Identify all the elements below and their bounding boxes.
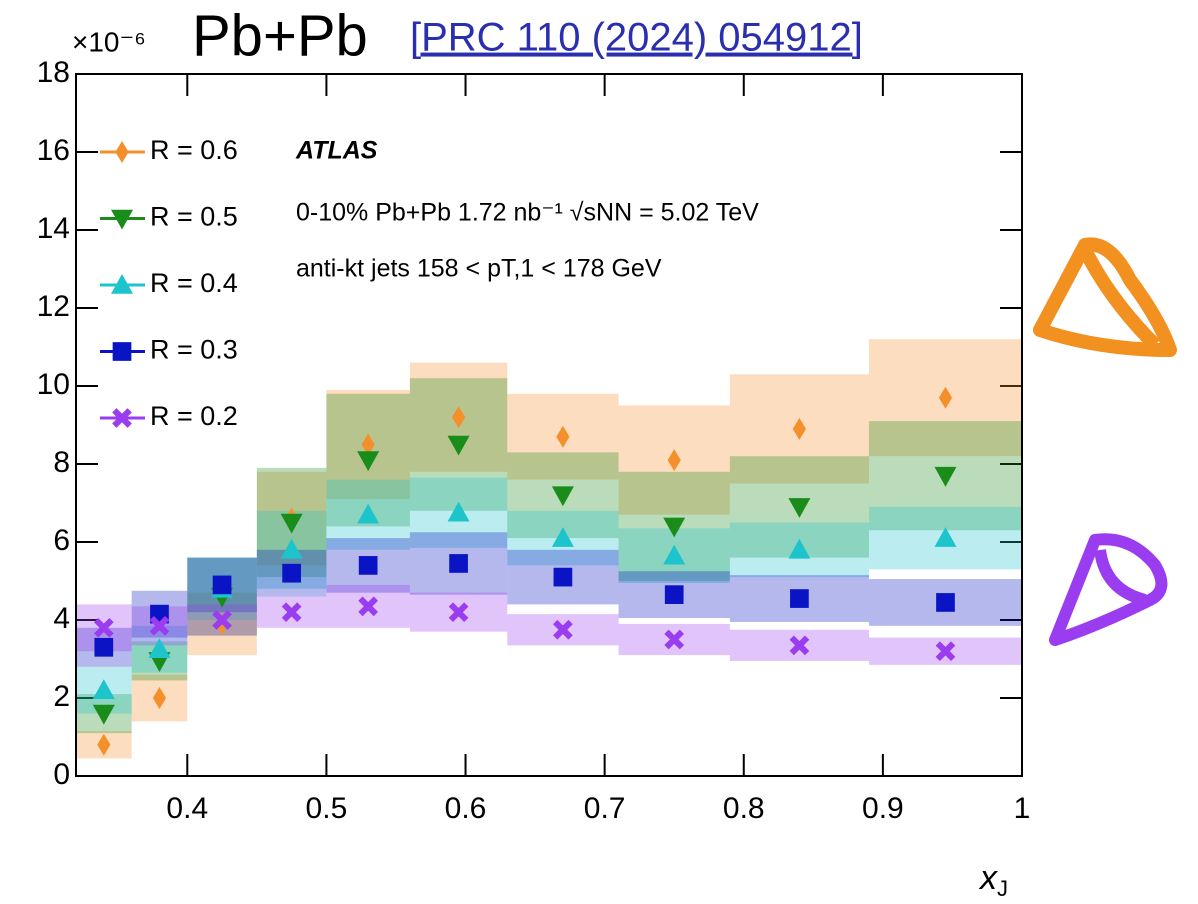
x-tick-label: 0.9 (862, 792, 904, 825)
y-tick-label: 8 (53, 446, 70, 479)
x-tick-label: 0.7 (584, 792, 626, 825)
x-tick-label: 0.5 (306, 792, 348, 825)
marker (936, 593, 955, 612)
y-tick-label: 12 (37, 290, 70, 323)
marker (792, 417, 807, 440)
legend-label: R = 0.5 (150, 202, 238, 232)
marker (361, 433, 375, 456)
scale-label: ×10⁻⁶ (72, 26, 146, 57)
marker (280, 513, 303, 534)
x-axis-label: xJ (978, 859, 1008, 901)
x-axis-label-main: x (978, 859, 998, 897)
plot-area: 0 2 4 6 8 10 12 14 16 18 0.4 0.5 0.6 0.7 0.8 0.9 1 (37, 56, 1031, 825)
y-tick-label: 16 (37, 134, 70, 167)
marker (667, 449, 681, 472)
marker (663, 544, 686, 565)
marker (664, 629, 685, 650)
marker (551, 486, 574, 507)
y-tick-label: 4 (53, 602, 70, 635)
x-tick-label: 0.6 (445, 792, 487, 825)
legend-label: R = 0.2 (150, 401, 238, 431)
marker (553, 567, 573, 587)
marker (556, 425, 570, 448)
marker (281, 602, 302, 623)
marker (789, 635, 810, 656)
y-tick-label: 18 (37, 56, 70, 89)
x-tick-label: 1 (1014, 792, 1031, 825)
y-tick-label: 0 (53, 758, 70, 791)
marker (935, 641, 956, 662)
marker (553, 619, 573, 640)
legend-label: R = 0.3 (150, 335, 238, 365)
marker (93, 617, 114, 638)
marker (152, 687, 167, 709)
marker (790, 589, 809, 608)
marker (92, 704, 115, 725)
marker (212, 575, 232, 595)
marker (212, 610, 232, 630)
x-tick-label: 0.8 (723, 792, 765, 825)
marker (664, 585, 684, 604)
marker (788, 498, 811, 518)
annotation: anti-kt jets 158 < pT,1 < 178 GeV (296, 255, 662, 283)
marker (938, 386, 953, 409)
y-tick-label: 14 (37, 212, 70, 245)
marker (357, 503, 380, 524)
marker (788, 538, 811, 559)
marker (357, 451, 380, 472)
atlas-label: ATLAS (295, 137, 378, 165)
legend-label: R = 0.6 (150, 135, 238, 165)
marker (148, 638, 171, 659)
marker (551, 527, 574, 547)
marker (447, 435, 470, 456)
marker (451, 406, 466, 429)
y-tick-label: 10 (37, 368, 70, 401)
marker (97, 733, 111, 756)
marker (149, 616, 170, 636)
marker (358, 556, 378, 575)
y-tick-label: 6 (53, 524, 70, 557)
x-axis-label-sub: J (997, 876, 1008, 901)
marker (449, 554, 468, 573)
marker (447, 501, 470, 522)
doodle (1033, 237, 1177, 357)
marker (280, 538, 303, 559)
marker (934, 527, 957, 547)
marker (448, 602, 469, 623)
reference-link[interactable]: [PRC 110 (2024) 054912] (410, 16, 863, 60)
doodle (1049, 533, 1168, 646)
chart-title: Pb+Pb (192, 3, 368, 68)
marker (358, 596, 378, 617)
marker (663, 517, 686, 538)
marker (94, 637, 114, 657)
marker (282, 563, 301, 583)
marker (934, 466, 957, 487)
x-tick-label: 0.4 (166, 792, 208, 825)
plot-frame (75, 73, 1023, 777)
y-tick-label: 2 (53, 680, 70, 713)
legend-label: R = 0.4 (150, 268, 238, 298)
marker (92, 679, 115, 699)
annotation: 0-10% Pb+Pb 1.72 nb⁻¹ √sNN = 5.02 TeV (296, 199, 759, 227)
